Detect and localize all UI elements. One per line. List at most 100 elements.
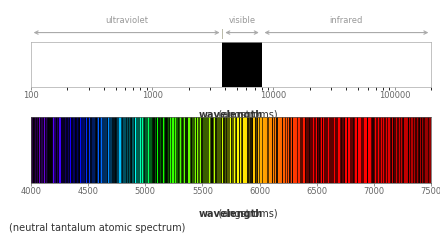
Bar xyxy=(175,117,176,183)
Bar xyxy=(353,117,354,183)
Bar xyxy=(428,117,429,183)
Bar xyxy=(357,117,358,183)
Bar xyxy=(227,117,228,183)
Bar xyxy=(329,117,330,183)
Bar xyxy=(207,117,208,183)
Bar xyxy=(262,117,263,183)
Bar xyxy=(173,117,174,183)
Bar xyxy=(334,117,335,183)
Bar xyxy=(291,117,292,183)
Bar xyxy=(129,117,130,183)
Bar xyxy=(333,117,334,183)
Bar xyxy=(237,117,238,183)
Bar xyxy=(33,117,34,183)
Bar xyxy=(103,117,104,183)
Bar xyxy=(160,117,161,183)
Text: (angstroms): (angstroms) xyxy=(184,208,278,219)
Bar xyxy=(371,117,372,183)
Bar xyxy=(411,117,412,183)
Bar xyxy=(53,117,54,183)
Bar xyxy=(127,117,128,183)
Bar xyxy=(414,117,415,183)
Bar xyxy=(269,117,270,183)
Bar xyxy=(63,117,64,183)
Bar xyxy=(375,117,376,183)
Bar xyxy=(258,117,259,183)
Bar xyxy=(67,117,68,183)
Bar xyxy=(308,117,309,183)
Bar xyxy=(275,117,276,183)
Bar xyxy=(118,117,119,183)
Bar xyxy=(123,117,124,183)
Bar xyxy=(120,117,121,183)
Bar xyxy=(228,117,229,183)
Bar xyxy=(104,117,105,183)
Bar xyxy=(297,117,298,183)
Bar xyxy=(128,117,129,183)
Bar xyxy=(413,117,414,183)
Bar xyxy=(158,117,159,183)
Bar xyxy=(267,117,268,183)
Bar xyxy=(223,42,262,86)
Bar xyxy=(274,117,275,183)
Bar xyxy=(246,117,247,183)
Bar xyxy=(344,117,345,183)
Bar xyxy=(105,117,106,183)
Bar xyxy=(319,117,320,183)
Bar xyxy=(224,117,225,183)
Bar xyxy=(101,117,102,183)
Bar xyxy=(396,117,397,183)
Bar xyxy=(384,117,385,183)
Bar xyxy=(199,117,200,183)
Bar xyxy=(335,117,336,183)
Bar xyxy=(383,117,384,183)
Bar xyxy=(424,117,425,183)
Bar xyxy=(187,117,188,183)
Bar xyxy=(165,117,166,183)
Bar xyxy=(185,117,186,183)
Bar xyxy=(254,117,255,183)
Bar xyxy=(322,117,323,183)
Bar xyxy=(263,117,264,183)
Bar xyxy=(401,117,402,183)
Text: wavelength: wavelength xyxy=(199,110,263,120)
Bar xyxy=(385,117,386,183)
Bar xyxy=(113,117,114,183)
Bar xyxy=(236,117,237,183)
Bar xyxy=(46,117,47,183)
Bar xyxy=(73,117,74,183)
Bar xyxy=(191,117,192,183)
Bar xyxy=(229,117,230,183)
Bar xyxy=(372,117,373,183)
Bar xyxy=(109,117,110,183)
Bar xyxy=(210,117,211,183)
Bar xyxy=(43,117,44,183)
Bar xyxy=(415,117,416,183)
Bar xyxy=(186,117,187,183)
Bar xyxy=(416,117,417,183)
Bar xyxy=(251,117,252,183)
Bar xyxy=(215,117,216,183)
Bar xyxy=(222,29,223,39)
Bar xyxy=(171,117,172,183)
Bar xyxy=(138,117,139,183)
Bar xyxy=(317,117,318,183)
Bar xyxy=(429,117,430,183)
Bar xyxy=(239,117,240,183)
Bar xyxy=(122,117,123,183)
Bar xyxy=(170,117,171,183)
Bar xyxy=(218,117,219,183)
Bar xyxy=(190,117,191,183)
Bar xyxy=(66,117,67,183)
Bar xyxy=(141,117,142,183)
Bar xyxy=(200,117,201,183)
Bar xyxy=(57,117,58,183)
Bar xyxy=(91,117,92,183)
Bar xyxy=(192,117,193,183)
Bar xyxy=(306,117,307,183)
Bar xyxy=(202,117,203,183)
Bar xyxy=(181,117,182,183)
Bar xyxy=(39,117,40,183)
Bar xyxy=(419,117,420,183)
Bar xyxy=(222,117,223,183)
